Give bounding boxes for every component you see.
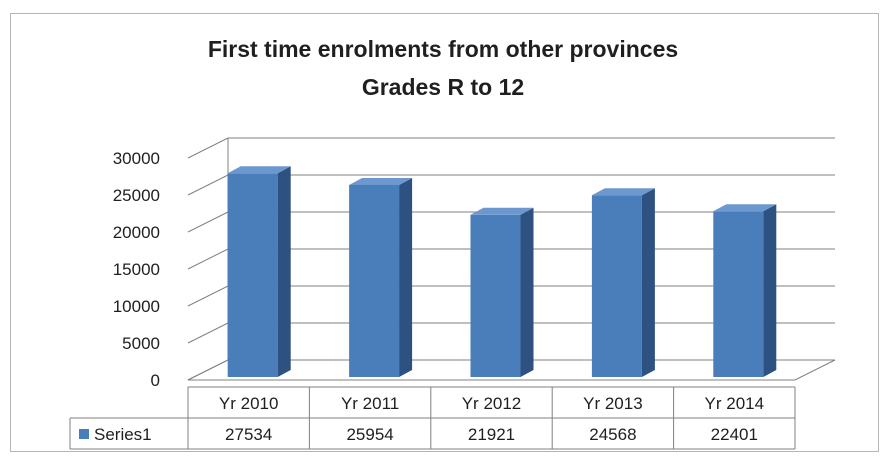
bar-side [763,204,777,377]
gridline-side [187,174,229,196]
bar [713,204,777,377]
bar [470,207,534,377]
gridline-side [187,211,229,233]
bar [591,188,655,377]
bar-side [399,177,413,377]
bar-side [520,207,534,377]
x-tick-label: Yr 2012 [462,394,522,413]
data-label: 25954 [346,425,393,444]
data-label: 22401 [711,425,758,444]
bar-front [591,195,642,377]
y-tick-label: 25000 [113,186,160,205]
gridline-side [187,248,229,270]
y-tick-label: 0 [151,371,160,390]
bar-top [349,177,413,185]
gridline-side [187,137,229,159]
bar [227,166,291,377]
bar [349,177,413,377]
bar-front [470,214,521,377]
bar-side [641,188,655,377]
bar-front [227,173,278,377]
bars [227,166,777,377]
x-tick-label: Yr 2011 [341,394,399,413]
x-tick-label: Yr 2010 [219,394,279,413]
bar-top [470,207,534,215]
data-label: 24568 [589,425,636,444]
bar-side [277,166,291,377]
data-label: 27534 [225,425,272,444]
y-axis-tick-labels: 0 5000 10000 15000 20000 25000 30000 [113,149,160,390]
bar-top [227,166,291,174]
chart-title-line1: First time enrolments from other provinc… [208,36,678,62]
legend-series-name: Series1 [94,425,152,444]
y-tick-label: 30000 [113,149,160,168]
bar-front [713,211,764,377]
data-label: 21921 [468,425,515,444]
y-tick-label: 10000 [113,297,160,316]
x-tick-label: Yr 2013 [583,394,643,413]
y-tick-label: 5000 [122,334,160,353]
x-tick-label: Yr 2014 [705,394,765,413]
gridline-side [187,322,229,344]
gridline-side [187,285,229,307]
bar-front [349,184,400,377]
chart-title-line2: Grades R to 12 [362,74,524,100]
y-tick-label: 15000 [113,260,160,279]
bar-top [591,188,655,196]
legend-swatch [79,429,89,439]
y-tick-label: 20000 [113,223,160,242]
bar-top [713,204,777,212]
data-table: Yr 2010 27534 Yr 2011 25954 Yr 2012 21921 Yr 2… [69,386,796,450]
